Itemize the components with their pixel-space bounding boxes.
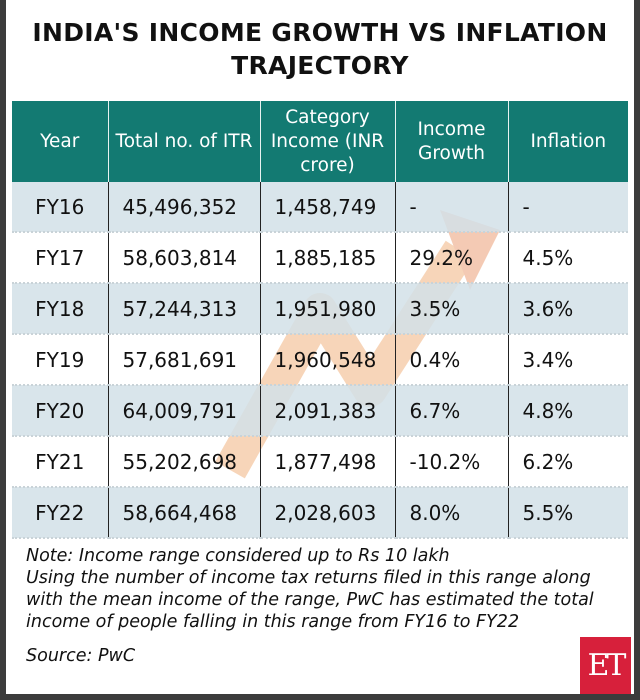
table-row: FY21 55,202,698 1,877,498 -10.2% 6.2% — [12, 436, 628, 488]
cell-total-itr: 45,496,352 — [107, 182, 260, 233]
header-year: Year — [12, 101, 108, 182]
source: Source: PwC — [26, 646, 136, 666]
cell-income-growth: 29.2% — [394, 232, 508, 284]
cell-category-income: 1,960,548 — [259, 334, 395, 386]
cell-category-income: 1,951,980 — [259, 283, 395, 335]
cell-inflation: 3.6% — [507, 283, 628, 335]
table-row: FY20 64,009,791 2,091,383 6.7% 4.8% — [12, 385, 628, 437]
cell-income-growth: - — [394, 182, 508, 233]
header-category-income: Category Income (INR crore) — [259, 101, 395, 182]
cell-category-income: 1,458,749 — [259, 182, 395, 233]
cell-year: FY21 — [12, 436, 108, 488]
cell-category-income: 1,885,185 — [259, 232, 395, 284]
header-total-itr: Total no. of ITR — [107, 101, 260, 182]
header-inflation: Inflation — [507, 101, 628, 182]
cell-category-income: 1,877,498 — [259, 436, 395, 488]
cell-year: FY17 — [12, 232, 108, 284]
cell-total-itr: 57,681,691 — [107, 334, 260, 386]
cell-inflation: 4.8% — [507, 385, 628, 437]
table-header-row: Year Total no. of ITR Category Income (I… — [12, 101, 628, 182]
table-row: FY16 45,496,352 1,458,749- - — [12, 182, 628, 233]
header-income-growth: Income Growth — [394, 101, 508, 182]
cell-category-income: 2,091,383 — [259, 385, 395, 437]
table-row: FY18 57,244,313 1,951,980 3.5% 3.6% — [12, 283, 628, 335]
note-methodology: Using the number of income tax returns f… — [26, 568, 594, 632]
cell-total-itr: 55,202,698 — [107, 436, 260, 488]
table-row: FY19 57,681,691 1,960,548 0.4% 3.4% — [12, 334, 628, 386]
cell-total-itr: 57,244,313 — [107, 283, 260, 335]
cell-year: FY18 — [12, 283, 108, 335]
cell-income-growth: -10.2% — [394, 436, 508, 488]
cell-category-income: 2,028,603 — [259, 487, 395, 539]
cell-income-growth: 6.7% — [394, 385, 508, 437]
cell-year: FY16 — [12, 182, 108, 233]
cell-inflation: 4.5% — [507, 232, 628, 284]
cell-year: FY19 — [12, 334, 108, 386]
income-inflation-table: Year Total no. of ITR Category Income (I… — [12, 101, 628, 539]
page-title: INDIA'S INCOME GROWTH VS INFLATION TRAJE… — [32, 18, 608, 80]
cell-inflation: 6.2% — [507, 436, 628, 488]
cell-income-growth: 8.0% — [394, 487, 508, 539]
et-logo: ET — [580, 637, 631, 694]
cell-inflation: 5.5% — [507, 487, 628, 539]
cell-income-growth: 3.5% — [394, 283, 508, 335]
cell-year: FY22 — [12, 487, 108, 539]
cell-income-growth: 0.4% — [394, 334, 508, 386]
cell-total-itr: 58,603,814 — [107, 232, 260, 284]
cell-total-itr: 58,664,468 — [107, 487, 260, 539]
table-row: FY22 58,664,468 2,028,603 8.0% 5.5% — [12, 487, 628, 539]
note-income-range: Note: Income range considered up to Rs 1… — [26, 546, 450, 566]
et-logo-text: ET — [587, 648, 627, 683]
cell-total-itr: 64,009,791 — [107, 385, 260, 437]
table-row: FY17 58,603,814 1,885,185 29.2% 4.5% — [12, 232, 628, 284]
cell-year: FY20 — [12, 385, 108, 437]
cell-inflation: - — [507, 182, 628, 233]
cell-inflation: 3.4% — [507, 334, 628, 386]
notes: Note: Income range considered up to Rs 1… — [26, 545, 626, 667]
